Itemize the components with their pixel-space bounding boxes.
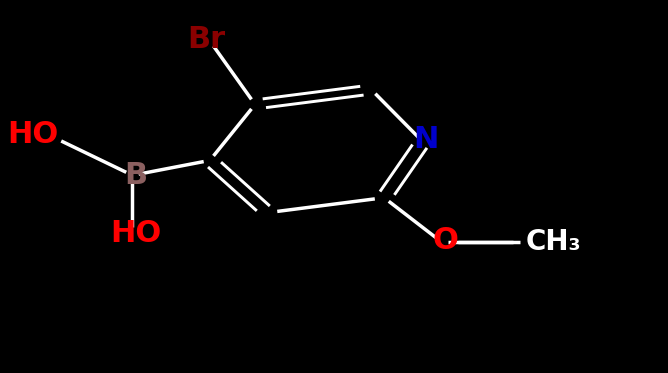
Text: Br: Br — [187, 25, 225, 54]
Text: O: O — [432, 226, 458, 255]
Text: HO: HO — [7, 120, 58, 149]
Text: B: B — [124, 161, 147, 190]
Text: CH₃: CH₃ — [526, 228, 582, 257]
Text: N: N — [413, 125, 439, 154]
Text: HO: HO — [110, 219, 161, 248]
